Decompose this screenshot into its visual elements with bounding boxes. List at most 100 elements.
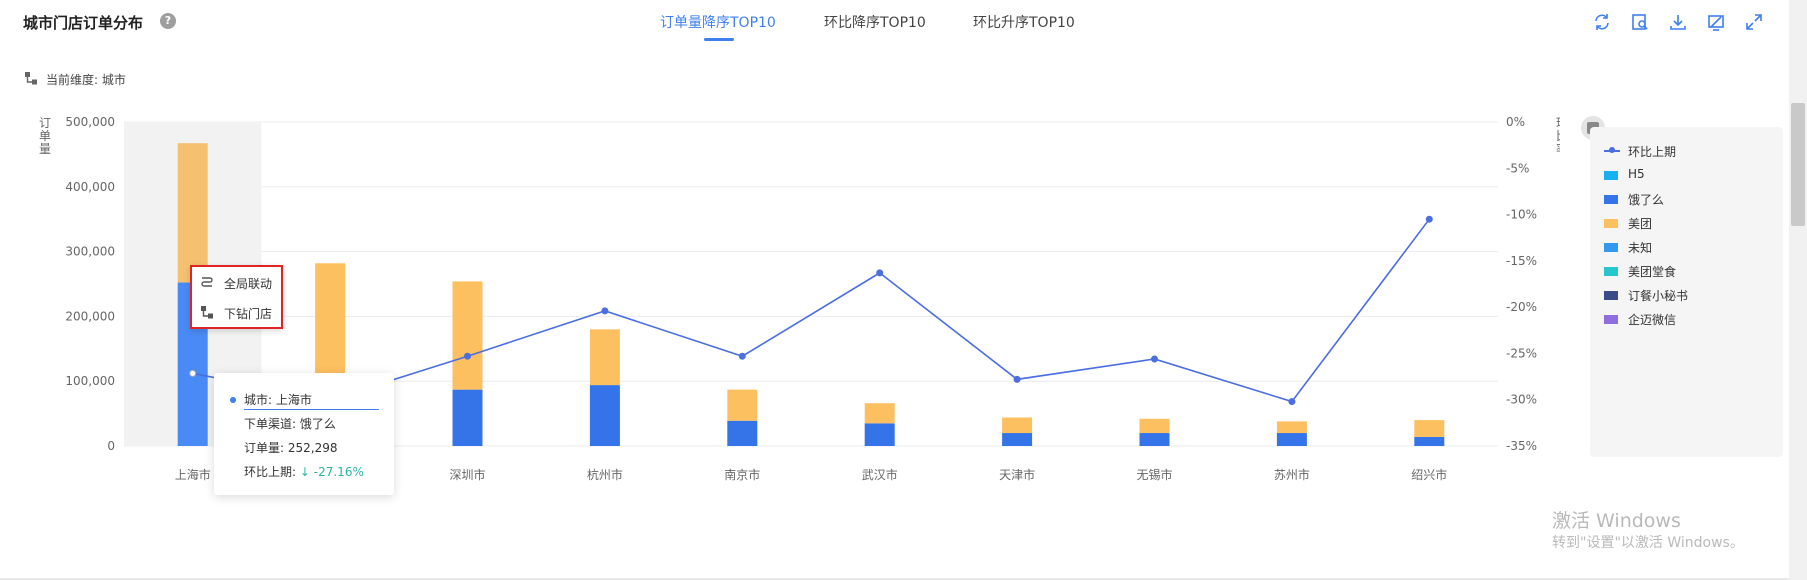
bar-1-8: [1276, 421, 1307, 434]
menu-item-drilldown-store[interactable]: 下钻门店: [192, 299, 281, 327]
line-point-6: [1013, 375, 1021, 383]
x-tick-label: 上海市: [175, 467, 211, 482]
line-point-3: [601, 307, 609, 315]
line-point-5: [876, 269, 884, 277]
data-tooltip: 城市: 上海市 下单渠道: 饿了么 订单量: 252,298 环比上期: ↓ -…: [214, 373, 394, 495]
bar-1-3: [589, 329, 620, 386]
context-menu: 全局联动 下钻门店: [190, 265, 283, 329]
drilldown-dimension-icon: [25, 72, 37, 85]
bar-1-2: [452, 281, 483, 390]
bar-1-5: [864, 403, 895, 424]
x-tick-label: 杭州市: [587, 467, 623, 482]
chart-title: 城市门店订单分布: [23, 14, 144, 32]
legend-label: 未知: [1628, 241, 1653, 255]
refresh-icon[interactable]: [1592, 12, 1612, 32]
bar-1-6: [1002, 417, 1033, 434]
chart-legend: 环比上期 H5 饿了么 美团 未知 美团堂食 订餐小秘书 企迈微信: [1590, 127, 1783, 457]
vertical-scrollbar[interactable]: [1789, 0, 1807, 580]
chart-header: 城市门店订单分布 ? 订单量降序TOP10 环比降序TOP10 环比升序TOP1…: [0, 0, 1807, 52]
line-point-9: [1425, 215, 1433, 223]
scrollbar-thumb[interactable]: [1791, 103, 1805, 226]
right-axis-title: 环比率: [1556, 116, 1560, 156]
left-tick-label: 0: [107, 439, 115, 453]
right-axis-title-char: 率: [1556, 141, 1560, 156]
bar-1-7: [1139, 418, 1170, 434]
right-tick-label: -25%: [1506, 346, 1537, 360]
legend-label: 饿了么: [1628, 193, 1665, 207]
legend-swatch: [1604, 195, 1618, 204]
bottom-divider: [0, 578, 1789, 580]
legend-label: 美团堂食: [1628, 265, 1677, 279]
bar-0-4: [727, 420, 758, 446]
tooltip-underline: [244, 409, 379, 410]
left-axis-title-char: 量: [39, 142, 51, 156]
tab-orders-desc[interactable]: 订单量降序TOP10: [660, 15, 776, 31]
tab-change-asc[interactable]: 环比升序TOP10: [973, 15, 1075, 31]
right-tick-label: -5%: [1506, 161, 1529, 175]
right-tick-label: -20%: [1506, 300, 1537, 314]
tooltip-channel: 下单渠道: 饿了么: [244, 417, 336, 431]
bar-0-9: [1414, 436, 1445, 446]
active-tab-indicator: [704, 38, 734, 41]
menu-item-label: 下钻门店: [224, 307, 273, 321]
left-tick-label: 300,000: [65, 245, 115, 259]
menu-item-label: 全局联动: [224, 277, 273, 291]
left-tick-label: 400,000: [65, 180, 115, 194]
tooltip-orders: 订单量: 252,298: [244, 441, 338, 455]
line-series: [189, 215, 1433, 406]
right-tick-label: -10%: [1506, 208, 1537, 222]
current-dimension: 当前维度: 城市: [46, 73, 126, 87]
settings-icon[interactable]: [1706, 12, 1726, 32]
x-tick-label: 绍兴市: [1411, 467, 1447, 482]
legend-swatch: [1604, 171, 1618, 180]
bar-0-6: [1002, 433, 1033, 446]
tab-change-desc[interactable]: 环比降序TOP10: [824, 15, 926, 31]
bar-0-7: [1139, 433, 1170, 446]
line-point-2: [464, 352, 471, 360]
legend-swatch: [1604, 267, 1618, 276]
left-tick-label: 200,000: [65, 309, 115, 323]
bar-0-8: [1276, 433, 1307, 446]
left-axis-title: 订单量: [39, 116, 51, 156]
tooltip-change: 环比上期: ↓ -27.16%: [244, 463, 364, 480]
axis-titles: 订单量 环比率: [39, 116, 1560, 156]
menu-item-global-link[interactable]: 全局联动: [192, 269, 281, 297]
legend-label: 环比上期: [1628, 145, 1677, 159]
arrow-down-icon: ↓: [299, 465, 310, 479]
x-tick-label: 南京市: [724, 467, 760, 482]
legend-label: 企迈微信: [1628, 313, 1677, 327]
left-axis-title-char: 订: [39, 116, 51, 130]
bar-1-9: [1414, 420, 1445, 437]
bar-0-2: [452, 389, 483, 446]
x-tick-label: 苏州市: [1274, 467, 1310, 482]
left-axis-title-char: 单: [39, 129, 51, 143]
right-tick-label: -35%: [1506, 439, 1537, 453]
right-tick-label: -15%: [1506, 254, 1537, 268]
windows-activation-subtitle: 转到"设置"以激活 Windows。: [1552, 535, 1744, 551]
left-tick-label: 100,000: [65, 374, 115, 388]
left-tick-label: 500,000: [65, 115, 115, 129]
legend-dot: [1609, 147, 1615, 153]
download-icon[interactable]: [1668, 12, 1688, 32]
x-tick-label: 无锡市: [1136, 467, 1172, 482]
line-point-0: [189, 369, 197, 377]
line-point-7: [1151, 355, 1158, 363]
windows-activation-title: 激活 Windows: [1552, 510, 1681, 532]
link-icon: [201, 277, 213, 287]
bar-1-0: [177, 143, 208, 283]
legend-swatch: [1604, 291, 1618, 300]
right-axis-title-char: 环: [1556, 116, 1560, 130]
tooltip-change-value: -27.16%: [313, 465, 364, 479]
bar-1-1: [315, 263, 346, 375]
preview-icon[interactable]: [1630, 12, 1650, 32]
line-point-4: [738, 352, 746, 360]
right-axis-title-char: 比: [1556, 129, 1560, 143]
right-tick-label: -30%: [1506, 393, 1537, 407]
tooltip-series-dot: [230, 397, 236, 403]
change-line: [192, 218, 1430, 403]
line-point-8: [1288, 398, 1296, 406]
fullscreen-icon[interactable]: [1744, 12, 1764, 32]
help-icon[interactable]: ?: [160, 13, 176, 29]
legend-label: H5: [1628, 167, 1645, 181]
drilldown-icon: [201, 306, 213, 319]
